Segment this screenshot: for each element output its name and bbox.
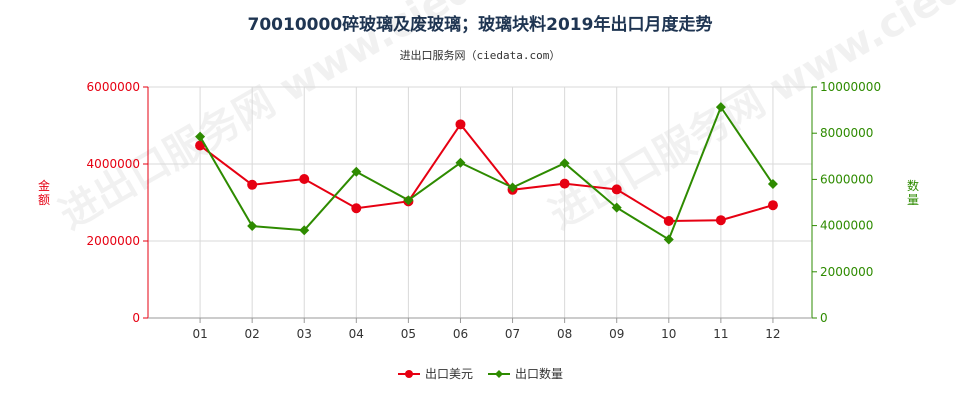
x-tick-label: 11 [713,327,728,341]
data-point [299,174,310,185]
data-point [455,119,466,130]
x-tick-label: 02 [245,327,260,341]
right-tick-label: 4000000 [820,219,873,233]
data-point [663,215,674,226]
data-point [351,166,362,177]
data-point [247,221,258,232]
x-tick-label: 04 [349,327,364,341]
chart-title: 70010000碎玻璃及废玻璃；玻璃块料2019年出口月度走势 [247,15,713,35]
x-tick-label: 07 [505,327,520,341]
x-tick-label: 08 [557,327,572,341]
chart-subtitle: 进出口服务网（ciedata.com） [399,49,561,62]
data-point [767,200,778,211]
data-point [663,234,674,245]
left-tick-label: 0 [132,311,140,325]
left-axis-label: 金额 [38,178,50,207]
data-point [559,158,570,169]
right-tick-label: 2000000 [820,265,873,279]
series-layer [195,102,778,245]
legend-label: 出口数量 [515,366,563,381]
legend-marker [495,370,503,378]
data-point [507,182,518,193]
data-point [715,102,726,113]
x-tick-label: 05 [401,327,416,341]
x-tick-label: 10 [661,327,676,341]
right-tick-label: 10000000 [820,80,881,94]
legend-marker [405,370,413,378]
data-point [715,215,726,226]
data-point [767,179,778,190]
right-tick-label: 0 [820,311,828,325]
series-line [199,104,774,241]
axes: 0 2000000 4000000 6000000 0 2000000 4000000 600… [38,80,919,341]
series-2 [195,102,778,245]
x-tick-label: 12 [765,327,780,341]
x-tick-label: 09 [609,327,624,341]
left-tick-label: 6000000 [87,80,140,94]
x-tick-label: 01 [192,327,207,341]
legend: 出口美元 出口数量 [398,366,563,381]
x-tick-label: 03 [297,327,312,341]
watermark-text: 进出口服务网 www.ciedata.com [542,0,960,239]
data-point [455,157,466,168]
data-point [403,195,414,206]
right-axis-label: 数量 [907,178,919,207]
data-point [299,225,310,236]
data-point [611,184,622,195]
left-tick-label: 2000000 [87,234,140,248]
series-line [199,122,774,222]
left-tick-label: 4000000 [87,157,140,171]
data-point [195,131,206,142]
right-tick-label: 8000000 [820,126,873,140]
legend-label: 出口美元 [425,367,473,381]
right-tick-label: 6000000 [820,172,873,186]
x-tick-label: 06 [453,327,468,341]
data-point [559,178,570,189]
data-point [195,140,206,151]
data-point [351,203,362,214]
data-point [611,202,622,213]
data-point [247,179,258,190]
